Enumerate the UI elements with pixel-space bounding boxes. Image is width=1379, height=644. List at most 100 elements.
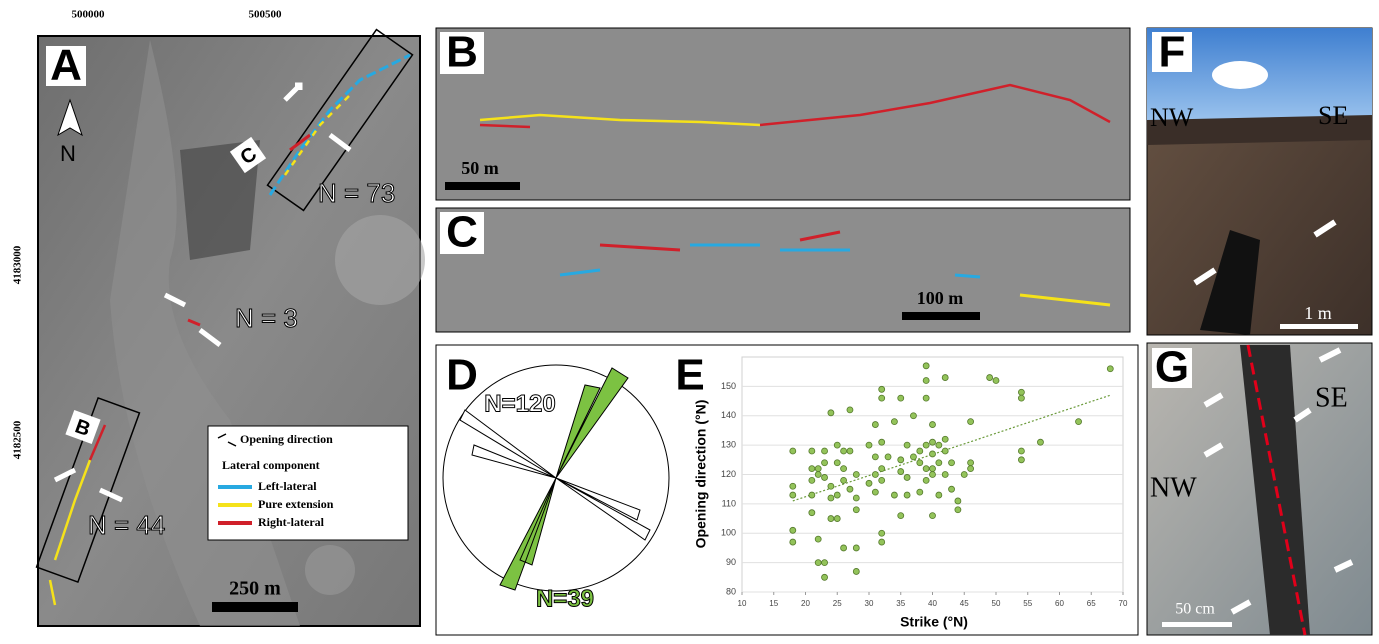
x-tick-label: 35 xyxy=(896,599,905,608)
point xyxy=(834,442,840,448)
point xyxy=(904,492,910,498)
point xyxy=(910,454,916,460)
point xyxy=(879,395,885,401)
x-tick-label: 65 xyxy=(1087,599,1096,608)
scale-bar xyxy=(1162,622,1232,627)
y-tick-label: 110 xyxy=(722,498,736,508)
point xyxy=(923,378,929,384)
point xyxy=(923,466,929,472)
point xyxy=(853,495,859,501)
scale-label: 50 cm xyxy=(1175,601,1215,618)
northing: 4183000 xyxy=(12,245,24,284)
point xyxy=(936,442,942,448)
y-tick-label: 80 xyxy=(726,586,736,596)
point xyxy=(898,469,904,475)
image xyxy=(436,208,1130,332)
point xyxy=(898,457,904,463)
x-tick-label: 45 xyxy=(960,599,969,608)
point xyxy=(1018,457,1024,463)
cone xyxy=(305,545,355,595)
point xyxy=(879,477,885,483)
point xyxy=(866,480,872,486)
point xyxy=(955,507,961,513)
panel-label: E xyxy=(675,351,704,400)
point xyxy=(1018,389,1024,395)
point xyxy=(923,395,929,401)
point xyxy=(942,448,948,454)
point xyxy=(841,477,847,483)
point xyxy=(879,530,885,536)
panel-label: D xyxy=(446,351,478,400)
legend-item: Pure extension xyxy=(258,497,334,511)
y-tick-label: 100 xyxy=(721,528,736,538)
point xyxy=(841,466,847,472)
point xyxy=(809,466,815,472)
panel-label: B xyxy=(446,28,478,77)
point xyxy=(891,419,897,425)
point xyxy=(968,466,974,472)
point xyxy=(822,474,828,480)
x-tick-label: 40 xyxy=(928,599,937,608)
point xyxy=(949,486,955,492)
y-tick-label: 150 xyxy=(721,381,736,391)
point xyxy=(923,477,929,483)
panel-c: C 100 m xyxy=(436,208,1130,332)
point xyxy=(828,410,834,416)
y-tick-label: 90 xyxy=(726,557,736,567)
point xyxy=(917,460,923,466)
point xyxy=(1018,395,1024,401)
point xyxy=(853,545,859,551)
legend-title: Opening direction xyxy=(240,432,333,446)
point xyxy=(942,436,948,442)
point xyxy=(879,539,885,545)
scale-bar xyxy=(1280,324,1358,329)
point xyxy=(847,448,853,454)
point xyxy=(828,495,834,501)
scale-bar xyxy=(212,602,298,612)
point xyxy=(809,492,815,498)
x-tick-label: 70 xyxy=(1119,599,1128,608)
point xyxy=(930,422,936,428)
point xyxy=(822,574,828,580)
point xyxy=(822,460,828,466)
scale-label: 50 m xyxy=(461,158,499,178)
point xyxy=(847,486,853,492)
point xyxy=(834,492,840,498)
scale-label: 1 m xyxy=(1304,303,1332,323)
point xyxy=(822,560,828,566)
point xyxy=(847,407,853,413)
x-axis-label: Strike (°N) xyxy=(900,614,968,630)
point xyxy=(815,560,821,566)
point xyxy=(841,448,847,454)
point xyxy=(891,492,897,498)
point xyxy=(834,516,840,522)
point xyxy=(815,472,821,478)
scale-bar xyxy=(445,182,520,190)
point xyxy=(822,448,828,454)
point xyxy=(879,439,885,445)
point xyxy=(949,460,955,466)
side: NW xyxy=(1150,103,1194,132)
legend-title: Lateral component xyxy=(222,458,320,472)
point xyxy=(1107,366,1113,372)
point xyxy=(885,454,891,460)
point xyxy=(815,466,821,472)
north: N xyxy=(60,141,76,166)
point xyxy=(936,460,942,466)
point xyxy=(917,489,923,495)
point xyxy=(930,513,936,519)
side: SE xyxy=(1315,382,1348,413)
scale-label: 250 m xyxy=(229,578,281,600)
point xyxy=(904,442,910,448)
point xyxy=(809,477,815,483)
point xyxy=(872,472,878,478)
legend-item: Right-lateral xyxy=(258,515,325,529)
side: SE xyxy=(1318,101,1348,130)
count: N = 73 xyxy=(318,178,395,208)
point xyxy=(942,472,948,478)
point xyxy=(942,375,948,381)
point xyxy=(898,513,904,519)
point xyxy=(917,448,923,454)
point xyxy=(930,466,936,472)
point xyxy=(809,448,815,454)
